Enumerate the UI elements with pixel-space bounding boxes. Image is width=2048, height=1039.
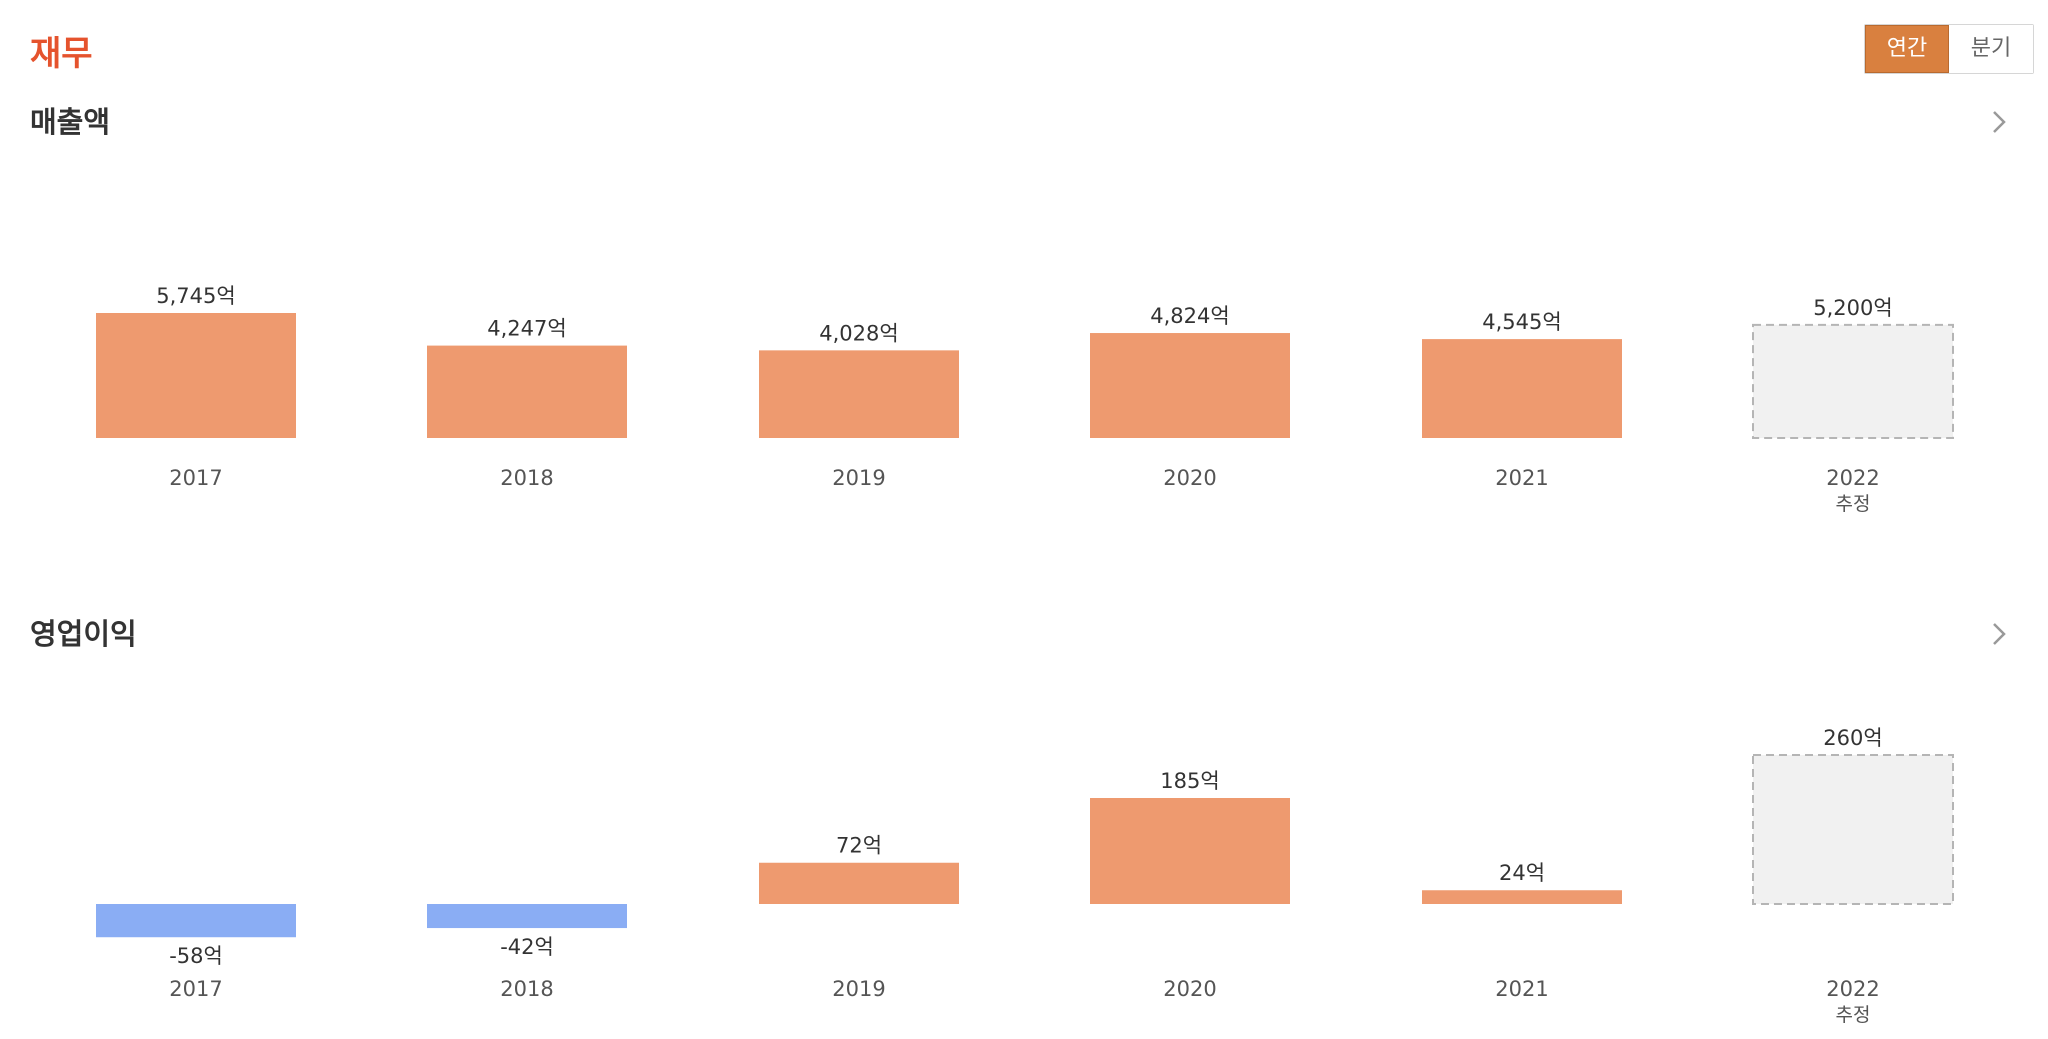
category-label: 2018 xyxy=(500,977,553,1001)
estimate-bar xyxy=(1752,754,1954,905)
category-label: 2020 xyxy=(1163,977,1216,1001)
category-label: 2020 xyxy=(1163,466,1216,490)
value-label: 72억 xyxy=(836,834,882,858)
value-label: -42억 xyxy=(500,935,554,959)
quarter-tab[interactable]: 분기 xyxy=(1949,25,2033,73)
value-label: 24억 xyxy=(1499,861,1545,885)
chevron-right-icon[interactable] xyxy=(1984,102,2014,142)
value-label: 4,545억 xyxy=(1482,310,1561,334)
value-label: 4,824억 xyxy=(1150,304,1229,328)
bar xyxy=(1422,339,1622,438)
value-label: 4,028억 xyxy=(819,321,898,345)
category-label: 2018 xyxy=(500,466,553,490)
annual-tab[interactable]: 연간 xyxy=(1865,25,1949,73)
category-label: 2021 xyxy=(1495,466,1548,490)
revenue-title: 매출액 xyxy=(30,105,111,139)
bar xyxy=(759,862,959,904)
value-label: 260억 xyxy=(1823,726,1882,750)
category-label: 2017 xyxy=(169,977,222,1001)
category-label: 2019 xyxy=(832,977,885,1001)
category-label: 2022 xyxy=(1826,466,1879,490)
category-label: 2021 xyxy=(1495,977,1548,1001)
value-label: 5,745억 xyxy=(156,284,235,308)
value-label: 185억 xyxy=(1160,769,1219,793)
chevron-right-icon[interactable] xyxy=(1984,614,2014,654)
revenue-section: 매출액 5,745억 2017 4,247억 2018 4,028억 2019 4,824억… xyxy=(0,98,2048,528)
value-label: -58억 xyxy=(169,944,223,968)
estimate-label: 추정 xyxy=(1836,1004,1871,1026)
operating-profit-section: 영업이익 -58억 2017 -42억 2018 72억 2019 185억 2020 24억 2… xyxy=(0,610,2048,1039)
bar xyxy=(96,904,296,938)
value-label: 5,200억 xyxy=(1813,296,1892,320)
bar xyxy=(427,904,627,929)
bar xyxy=(1422,890,1622,904)
revenue-chart: 5,745억 2017 4,247억 2018 4,028억 2019 4,824억 2020… xyxy=(96,284,1954,515)
category-label: 2022 xyxy=(1826,977,1879,1001)
category-label: 2017 xyxy=(169,466,222,490)
estimate-label: 추정 xyxy=(1836,493,1871,515)
bar xyxy=(427,345,627,438)
bar xyxy=(1090,333,1290,438)
period-toggle: 연간 분기 xyxy=(1864,24,2034,74)
estimate-bar xyxy=(1752,323,1954,439)
bar xyxy=(1090,798,1290,904)
operating-profit-chart: -58억 2017 -42억 2018 72억 2019 185억 2020 24억 2021 26… xyxy=(96,726,1954,1026)
operating-profit-title: 영업이익 xyxy=(30,617,137,651)
bar xyxy=(96,313,296,438)
value-label: 4,247억 xyxy=(487,317,566,341)
page-title: 재무 xyxy=(30,34,93,74)
bar xyxy=(759,350,959,438)
category-label: 2019 xyxy=(832,466,885,490)
